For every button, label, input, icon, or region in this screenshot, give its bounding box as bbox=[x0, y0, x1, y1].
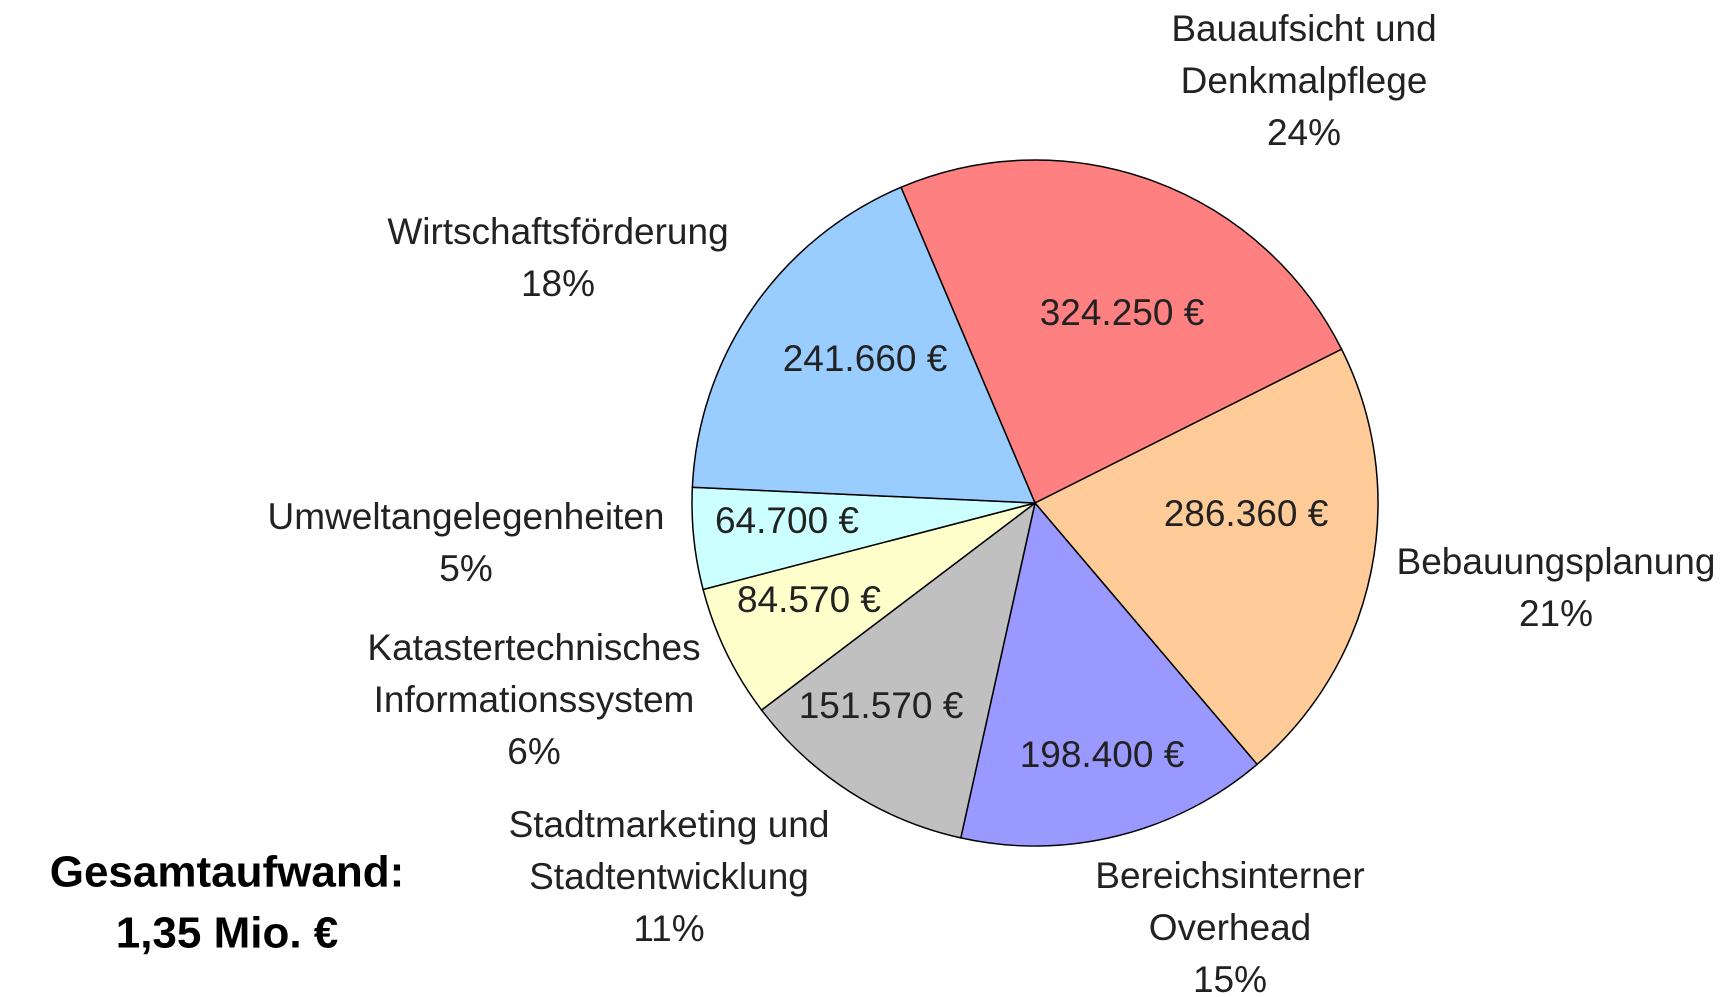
pie-slice bbox=[702, 502, 1036, 712]
value-label: 324.250 € bbox=[1040, 292, 1205, 333]
category-label: Bauaufsicht und bbox=[1171, 8, 1436, 49]
value-label: 151.570 € bbox=[799, 685, 964, 726]
category-label: Wirtschaftsförderung bbox=[387, 211, 728, 252]
annotation: Gesamtaufwand: bbox=[50, 848, 405, 897]
category-label: Bereichsinterner bbox=[1095, 855, 1364, 896]
category-label: Katastertechnisches bbox=[367, 627, 700, 668]
percentage-label: 11% bbox=[633, 908, 704, 949]
pie-slice bbox=[691, 186, 1037, 504]
value-label: 84.570 € bbox=[737, 579, 881, 620]
category-label: Overhead bbox=[1149, 907, 1312, 948]
annotation: 1,35 Mio. € bbox=[116, 909, 339, 958]
value-label: 241.660 € bbox=[783, 338, 948, 379]
percentage-label: 18% bbox=[521, 263, 595, 304]
category-label: Denkmalpflege bbox=[1181, 60, 1428, 101]
percentage-label: 15% bbox=[1193, 959, 1267, 997]
category-label: Bebauungsplanung bbox=[1397, 541, 1716, 582]
category-label: Informationssystem bbox=[374, 679, 695, 720]
percentage-label: 24% bbox=[1267, 112, 1341, 153]
percentage-label: 5% bbox=[439, 548, 492, 589]
pie-slice bbox=[959, 501, 1259, 847]
category-label: Umweltangelegenheiten bbox=[268, 496, 665, 537]
pie-slice bbox=[1033, 348, 1379, 766]
pie-slice bbox=[760, 501, 1037, 839]
percentage-label: 6% bbox=[507, 731, 560, 772]
value-label: 286.360 € bbox=[1164, 493, 1329, 534]
percentage-label: 21% bbox=[1519, 593, 1593, 634]
value-label: 198.400 € bbox=[1020, 734, 1185, 775]
category-label: Stadtmarketing und bbox=[509, 804, 830, 845]
pie-slice bbox=[899, 159, 1343, 505]
value-label: 64.700 € bbox=[715, 500, 859, 541]
category-label: Stadtentwicklung bbox=[529, 856, 809, 897]
